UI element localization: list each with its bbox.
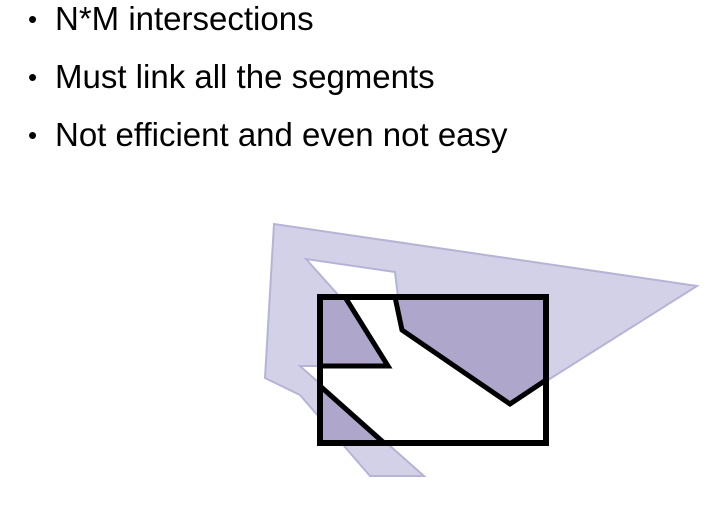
bullet-marker: • bbox=[28, 4, 38, 34]
bullet-item-link-segments: • Must link all the segments bbox=[28, 58, 508, 116]
bullet-text: N*M intersections bbox=[55, 0, 314, 37]
clip-edge-upper bbox=[320, 295, 393, 369]
bullet-text: Must link all the segments bbox=[55, 58, 435, 95]
bullet-marker: • bbox=[28, 62, 38, 92]
bullet-text: Not efficient and even not easy bbox=[55, 116, 508, 153]
clipped-region-top-left bbox=[320, 297, 388, 366]
clip-edge-right bbox=[392, 296, 548, 408]
clipped-region-right bbox=[395, 297, 546, 404]
bullet-marker: • bbox=[28, 120, 38, 150]
bullet-list: • N*M intersections • Must link all the … bbox=[28, 0, 508, 174]
clip-edge-lower bbox=[318, 384, 386, 445]
bullet-item-intersections: • N*M intersections bbox=[28, 0, 508, 58]
bullet-item-not-efficient: • Not efficient and even not easy bbox=[28, 116, 508, 174]
clip-rectangle bbox=[317, 294, 549, 446]
